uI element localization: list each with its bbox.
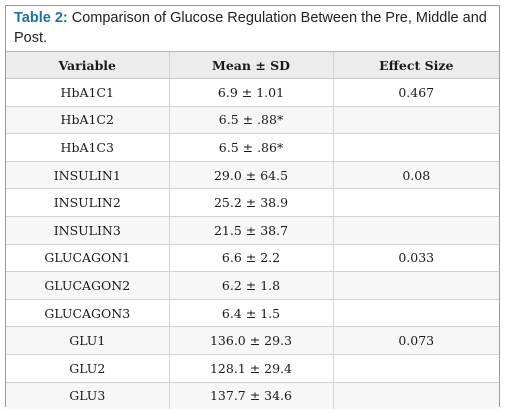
table-caption-label: Table 2: [14,10,68,26]
cell-variable: GLUCAGON1 [6,244,169,273]
cell-effect-size [332,354,499,383]
cell-effect-size: 0.467 [332,78,499,107]
header-variable: Variable [6,52,169,79]
header-mean-sd: Mean ± SD [168,52,333,79]
table-caption: Table 2: Comparison of Glucose Regulatio… [6,6,499,52]
table-row: GLUCAGON2 6.2 ± 1.8 [6,271,499,300]
table-row: GLU2 128.1 ± 29.4 [6,354,499,383]
table-header-row: Variable Mean ± SD Effect Size [6,52,499,79]
table-row: INSULIN2 25.2 ± 38.9 [6,188,499,217]
header-effect-size: Effect Size [332,52,499,79]
cell-mean-sd: 6.2 ± 1.8 [168,271,333,300]
cell-mean-sd: 6.4 ± 1.5 [168,299,333,328]
glucose-regulation-table: Variable Mean ± SD Effect Size HbA1C1 6.… [6,52,499,410]
cell-effect-size [332,106,499,135]
cell-variable: GLU1 [6,326,169,355]
table-row: GLU1 136.0 ± 29.3 0.073 [6,326,499,355]
table-row: HbA1C1 6.9 ± 1.01 0.467 [6,78,499,107]
cell-effect-size: 0.033 [332,244,499,273]
cell-mean-sd: 137.7 ± 34.6 [168,382,333,410]
cell-mean-sd: 6.5 ± .88* [168,106,333,135]
cell-mean-sd: 136.0 ± 29.3 [168,326,333,355]
table-row: HbA1C2 6.5 ± .88* [6,106,499,135]
cell-mean-sd: 25.2 ± 38.9 [168,188,333,217]
cell-mean-sd: 128.1 ± 29.4 [168,354,333,383]
table-row: GLUCAGON1 6.6 ± 2.2 0.033 [6,244,499,273]
table-caption-text: Comparison of Glucose Regulation Between… [14,10,487,46]
data-table-container: Table 2: Comparison of Glucose Regulatio… [5,5,500,410]
table-row: INSULIN3 21.5 ± 38.7 [6,216,499,245]
table-row: GLU3 137.7 ± 34.6 [6,382,499,410]
cell-mean-sd: 6.5 ± .86* [168,133,333,162]
cell-effect-size: 0.08 [332,161,499,190]
cell-variable: HbA1C2 [6,106,169,135]
table-row: HbA1C3 6.5 ± .86* [6,133,499,162]
cell-effect-size: 0.073 [332,326,499,355]
cell-effect-size [332,216,499,245]
cell-mean-sd: 6.9 ± 1.01 [168,78,333,107]
cell-effect-size [332,271,499,300]
cell-mean-sd: 29.0 ± 64.5 [168,161,333,190]
cell-variable: HbA1C3 [6,133,169,162]
cell-effect-size [332,382,499,410]
cell-variable: GLU2 [6,354,169,383]
cell-variable: GLU3 [6,382,169,410]
table-row: GLUCAGON3 6.4 ± 1.5 [6,299,499,328]
cell-variable: INSULIN3 [6,216,169,245]
cell-mean-sd: 21.5 ± 38.7 [168,216,333,245]
cell-variable: GLUCAGON2 [6,271,169,300]
cell-effect-size [332,133,499,162]
cell-effect-size [332,299,499,328]
cell-variable: GLUCAGON3 [6,299,169,328]
table-row: INSULIN1 29.0 ± 64.5 0.08 [6,161,499,190]
cell-variable: INSULIN2 [6,188,169,217]
cell-variable: INSULIN1 [6,161,169,190]
cell-variable: HbA1C1 [6,78,169,107]
cell-effect-size [332,188,499,217]
cell-mean-sd: 6.6 ± 2.2 [168,244,333,273]
